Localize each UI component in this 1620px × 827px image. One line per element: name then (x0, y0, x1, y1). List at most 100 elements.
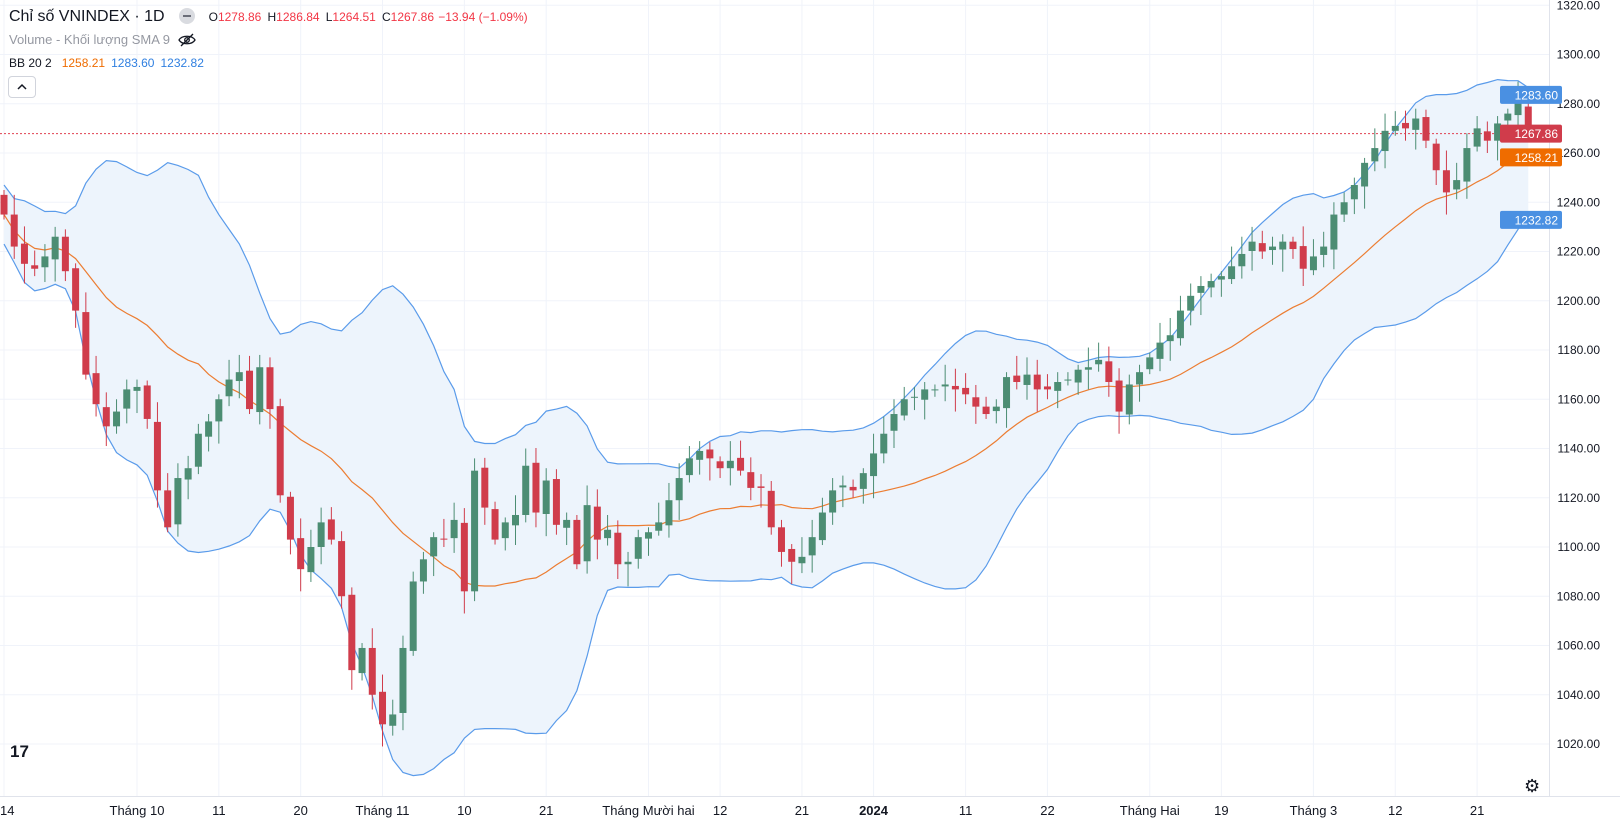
candle-body (1197, 285, 1205, 293)
price-axis[interactable]: 1020.00 1040.00 1060.00 1080.00 1100.00 1120.… (1557, 0, 1601, 751)
candle-body (931, 389, 939, 391)
candle-body (829, 490, 837, 513)
candle-body (450, 519, 458, 539)
candle (757, 474, 765, 508)
price-tick-label: 1260.00 (1557, 146, 1601, 160)
candle-body (1095, 359, 1103, 365)
candle-body (1054, 382, 1062, 391)
high-value: 1286.84 (276, 10, 320, 24)
candle-body (276, 406, 284, 496)
candle (972, 384, 980, 424)
price-tag-text: 1258.21 (1515, 151, 1559, 165)
price-tick-label: 1120.00 (1558, 491, 1601, 505)
candle (604, 514, 612, 546)
candle-body (1422, 117, 1430, 141)
time-axis[interactable]: 14 Tháng 10 11 20 Tháng 11 10 21 Tháng Mười hai… (0, 803, 1484, 818)
candle (665, 482, 673, 538)
candle (685, 446, 693, 483)
candle-body (286, 496, 294, 540)
market-status-icon[interactable] (178, 8, 195, 24)
candle-body (634, 537, 642, 559)
candle (440, 518, 448, 547)
candle (1258, 230, 1266, 259)
candle-body (1003, 377, 1011, 409)
candle-body (512, 514, 519, 526)
candle-body (1238, 253, 1246, 267)
candle-body (348, 594, 356, 671)
candle-body (890, 414, 898, 431)
candle (859, 468, 867, 504)
candle (910, 386, 918, 411)
candle (113, 399, 121, 434)
candle (215, 394, 223, 444)
candle (1289, 236, 1297, 259)
bb-indicator-label[interactable]: BB 20 2 (9, 56, 52, 70)
time-tick-label: 11 (212, 803, 226, 818)
candle (1187, 283, 1195, 326)
candle-body (798, 556, 806, 564)
symbol-title[interactable]: Chỉ số VNINDEX · 1D (9, 8, 165, 25)
candle-body (92, 373, 100, 405)
candle (675, 463, 683, 520)
volume-indicator-label[interactable]: Volume - Khối lượng SMA 9 (9, 32, 171, 47)
eye-hidden-icon[interactable] (178, 33, 196, 50)
candle-body (1473, 128, 1481, 147)
candle-body (1320, 246, 1328, 255)
candle (1003, 372, 1011, 428)
candle-body (1217, 276, 1225, 280)
candle-body (102, 407, 110, 427)
candle-body (655, 522, 663, 531)
candle (1340, 192, 1348, 222)
candle (1248, 226, 1256, 271)
candle (716, 456, 724, 479)
legend-bollinger[interactable]: BB 20 2 1258.21 1283.60 1232.82 (9, 56, 204, 70)
candle-body (757, 486, 765, 488)
candle (276, 398, 284, 503)
candle-body (317, 522, 325, 547)
candle-body (900, 399, 908, 416)
candle (818, 497, 826, 546)
candle-body (1084, 367, 1092, 370)
candles (0, 81, 1532, 747)
high-label: H (267, 10, 277, 24)
change-value: −13.94 (−1.09%) (438, 10, 528, 24)
candle (389, 699, 397, 736)
candle-body (1381, 130, 1389, 152)
candle-body (921, 389, 929, 400)
time-tick-label: Tháng Hai (1120, 803, 1180, 818)
price-tag-text: 1267.86 (1515, 127, 1559, 141)
candle-body (1115, 380, 1123, 412)
candle (512, 495, 519, 546)
price-tag: 1267.86 (1500, 124, 1562, 143)
price-tag-bg (1500, 85, 1562, 104)
candle-body (573, 519, 581, 565)
candle (798, 537, 806, 574)
candle (1279, 234, 1287, 272)
candle-body (184, 468, 192, 480)
candle-body (133, 386, 141, 391)
price-tick-label: 1180.00 (1558, 343, 1601, 357)
candle-body (419, 559, 427, 582)
candle-body (1187, 295, 1195, 311)
candle (1105, 346, 1113, 397)
candle (10, 194, 18, 259)
tradingview-logo[interactable]: 17 (10, 742, 29, 761)
collapse-legend-button[interactable] (8, 76, 36, 98)
candle-body (941, 384, 949, 387)
candle-body (1494, 123, 1502, 141)
candle-body (706, 449, 714, 459)
price-tick-label: 1040.00 (1557, 688, 1601, 702)
candle-body (624, 561, 632, 565)
candle-body (1269, 246, 1277, 251)
candle-body (256, 367, 264, 413)
candle-body (143, 385, 151, 419)
candle (1309, 239, 1317, 276)
gear-icon[interactable]: ⚙ (1524, 776, 1541, 796)
price-tag-text: 1283.60 (1515, 88, 1559, 102)
candle (1361, 157, 1369, 209)
candle (92, 355, 100, 417)
price-tick-label: 1280.00 (1557, 97, 1601, 111)
legend-volume[interactable]: Volume - Khối lượng SMA 9 (9, 32, 196, 50)
price-tick-label: 1200.00 (1557, 294, 1601, 308)
